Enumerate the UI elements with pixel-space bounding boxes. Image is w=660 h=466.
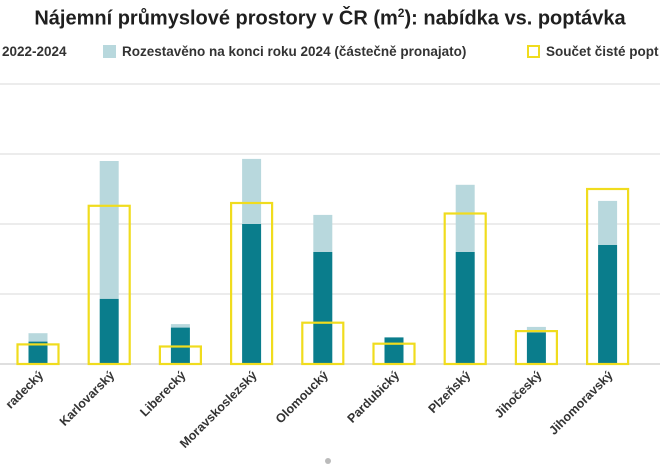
bar-under-construction (526, 326, 546, 333)
bar-completed (99, 298, 119, 364)
bar-completed (598, 245, 618, 364)
bar-net-demand (158, 345, 202, 366)
bar-net-demand (301, 321, 345, 366)
bar-net-demand (514, 330, 559, 366)
bar-under-construction (313, 214, 333, 252)
legend: h 2022-2024 Rozestavěno na konci roku 20… (0, 42, 660, 66)
bar-completed (526, 332, 546, 364)
legend-swatch-under-construction (103, 45, 116, 58)
x-tick-label: Plzeňský (426, 368, 474, 416)
x-tick-label: Moravskoslezský (177, 368, 260, 451)
bar-under-construction (455, 184, 475, 252)
bar-under-construction (170, 324, 190, 328)
x-tick-label: Pardubický (345, 368, 403, 426)
bar-under-construction (28, 333, 48, 342)
chart-title: Nájemní průmyslové prostory v ČR (m2): n… (34, 6, 626, 30)
legend-item-completed: h 2022-2024 (0, 44, 67, 59)
bar-under-construction (242, 158, 262, 224)
bar-completed (384, 337, 404, 364)
x-tick-label: Liberecký (137, 368, 188, 419)
x-tick-label: radecký (3, 368, 46, 411)
bar-net-demand (443, 212, 487, 366)
legend-label-under-construction: Rozestavěno na konci roku 2024 (částečně… (122, 44, 467, 59)
x-tick-label: Jihočeský (492, 368, 545, 421)
legend-label-net-demand: Součet čisté popt (546, 44, 659, 59)
x-tick-label: Jihomoravský (546, 368, 615, 437)
legend-swatch-net-demand (527, 45, 540, 58)
legend-item-under-construction: Rozestavěno na konci roku 2024 (částečně… (103, 44, 466, 59)
bar-net-demand (230, 201, 274, 366)
bar-net-demand (87, 204, 131, 366)
bar-net-demand (16, 343, 60, 366)
legend-item-net-demand: Součet čisté popt (527, 44, 659, 59)
footer-dot (325, 458, 331, 464)
bar-net-demand (585, 187, 630, 366)
bar-net-demand (372, 342, 416, 366)
bar-completed (455, 252, 475, 364)
x-tick-label: Olomoucký (273, 368, 331, 426)
legend-label-completed: h 2022-2024 (0, 44, 67, 59)
x-tick-label: Karlovarský (57, 368, 118, 429)
bar-under-construction (598, 200, 618, 245)
bar-under-construction (99, 161, 119, 299)
bar-completed (313, 252, 333, 364)
bar-completed (242, 224, 262, 364)
bar-completed (28, 341, 48, 364)
